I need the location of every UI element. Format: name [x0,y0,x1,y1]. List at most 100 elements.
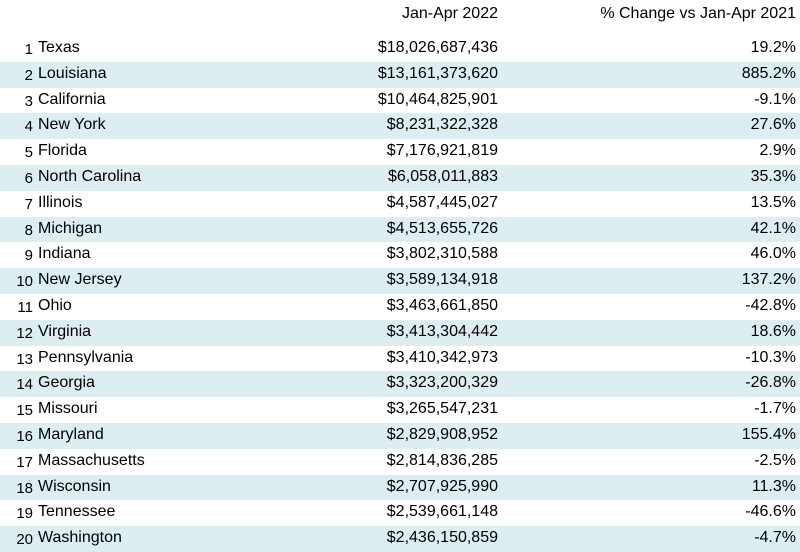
value-cell: $3,410,342,973 [386,348,498,366]
table-row: 6 North Carolina $6,058,011,883 35.3% [0,164,800,191]
table-row: 10 New Jersey $3,589,134,918 137.2% [0,268,800,294]
rank-cell: 16 [16,427,33,445]
value-cell: $3,463,661,850 [386,296,498,314]
change-cell: -2.5% [754,451,796,469]
change-cell: 885.2% [741,64,796,82]
rank-cell: 17 [16,453,33,471]
table-row: 16 Maryland $2,829,908,952 155.4% [0,422,800,449]
state-cell: Missouri [38,400,98,418]
column-header-change: % Change vs Jan-Apr 2021 [600,5,796,22]
value-cell: $7,176,921,819 [386,142,498,160]
value-cell: $3,413,304,442 [386,322,498,340]
change-cell: 13.5% [750,193,796,211]
state-cell: Georgia [38,374,95,392]
table-row: 19 Tennessee $2,539,661,148 -46.6% [0,500,800,526]
rank-cell: 4 [24,118,33,136]
state-cell: Indiana [38,245,91,263]
change-cell: 11.3% [751,477,796,495]
change-cell: 46.0% [750,245,796,263]
table-row: 1 Texas $18,026,687,436 19.2% [0,36,800,62]
state-cell: Maryland [38,425,104,443]
value-cell: $2,814,836,285 [386,451,498,469]
rank-cell: 3 [24,92,33,110]
value-cell: $3,589,134,918 [386,271,498,289]
state-cell: Ohio [38,296,72,314]
change-cell: -26.8% [745,374,796,392]
rank-cell: 19 [16,505,33,523]
change-cell: 42.1% [750,219,796,237]
rank-cell: 20 [16,531,33,549]
state-cell: Virginia [38,322,92,340]
table-row: 2 Louisiana $13,161,373,620 885.2% [0,61,800,88]
value-cell: $2,539,661,148 [386,503,498,521]
rank-cell: 15 [16,402,33,420]
table-header: Jan-Apr 2022 % Change vs Jan-Apr 2021 [0,0,800,36]
rank-cell: 7 [24,195,33,213]
value-cell: $2,829,908,952 [386,425,498,443]
change-cell: -42.8% [745,296,796,314]
rank-cell: 12 [16,324,33,342]
change-cell: 155.4% [741,425,796,443]
table-row: 12 Virginia $3,413,304,442 18.6% [0,319,800,346]
rank-cell: 2 [24,66,33,84]
table-row: 11 Ohio $3,463,661,850 -42.8% [0,294,800,320]
rank-cell: 1 [24,41,33,58]
value-cell: $4,513,655,726 [386,219,498,237]
state-cell: Pennsylvania [38,348,134,366]
value-cell: $2,436,150,859 [386,529,498,547]
rank-cell: 9 [24,247,33,265]
state-cell: New Jersey [38,271,122,289]
rank-cell: 18 [16,479,33,497]
value-cell: $6,058,011,883 [387,167,498,185]
state-cell: New York [38,116,106,134]
change-cell: 35.3% [750,167,796,185]
table-row: 8 Michigan $4,513,655,726 42.1% [0,216,800,243]
value-cell: $3,323,200,329 [386,374,498,392]
table-row: 17 Massachusetts $2,814,836,285 -2.5% [0,449,800,475]
rank-cell: 10 [16,273,33,291]
rank-cell: 6 [24,169,33,187]
change-cell: -46.6% [745,503,796,521]
change-cell: -10.3% [745,348,796,366]
value-cell: $18,026,687,436 [377,39,498,56]
value-cell: $8,231,322,328 [386,116,498,134]
state-cell: Massachusetts [38,451,145,469]
state-cell: Tennessee [38,503,116,521]
table-row: 15 Missouri $3,265,547,231 -1.7% [0,397,800,423]
state-cell: Washington [38,529,122,547]
value-cell: $3,265,547,231 [386,400,498,418]
value-cell: $2,707,925,990 [386,477,498,495]
state-cell: California [38,90,106,108]
table-row: 13 Pennsylvania $3,410,342,973 -10.3% [0,346,800,372]
change-cell: 18.6% [750,322,796,340]
value-cell: $10,464,825,901 [377,90,498,108]
table-row: 18 Wisconsin $2,707,925,990 11.3% [0,474,800,501]
table-row: 14 Georgia $3,323,200,329 -26.8% [0,371,800,398]
table-row: 7 Illinois $4,587,445,027 13.5% [0,191,800,217]
table-row: 4 New York $8,231,322,328 27.6% [0,113,800,140]
rank-cell: 14 [16,376,33,394]
state-cell: Louisiana [38,64,107,82]
state-cell: Wisconsin [38,477,111,495]
rank-cell: 13 [16,350,33,368]
table-row: 3 California $10,464,825,901 -9.1% [0,88,800,114]
change-cell: 27.6% [750,116,796,134]
change-cell: -9.1% [754,90,796,108]
value-cell: $13,161,373,620 [377,64,498,82]
table-row: 20 Washington $2,436,150,859 -4.7% [0,526,800,552]
state-cell: Illinois [38,193,83,211]
change-cell: 2.9% [759,142,796,160]
table-row: 9 Indiana $3,802,310,588 46.0% [0,242,800,268]
table-body: 1 Texas $18,026,687,436 19.2% 2 Louisiana $13,… [0,36,800,552]
change-cell: -4.7% [754,529,796,547]
rank-cell: 8 [24,221,33,239]
change-cell: -1.7% [754,400,796,418]
column-header-period: Jan-Apr 2022 [401,5,498,22]
state-cell: Florida [38,142,87,160]
rank-cell: 5 [24,144,33,162]
rank-cell: 11 [17,298,33,316]
value-cell: $4,587,445,027 [386,193,498,211]
change-cell: 137.2% [741,271,796,289]
state-cell: Texas [38,39,80,56]
table-row: 5 Florida $7,176,921,819 2.9% [0,139,800,165]
